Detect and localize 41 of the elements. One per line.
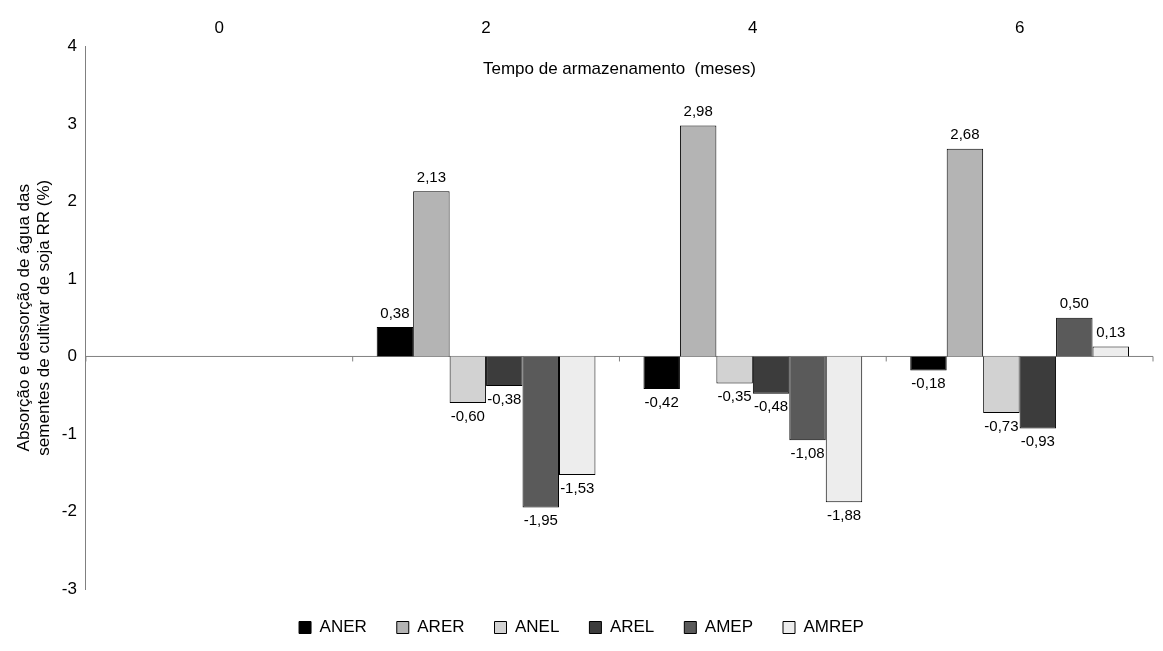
data-label: -0,42	[644, 392, 679, 410]
x-tick-label: 2	[481, 17, 491, 37]
y-axis-title: Absorção e dessorção de água das sementes de cultivar de soja RR (%)	[13, 179, 54, 456]
data-label: -1,08	[790, 443, 825, 461]
data-label: -1,53	[560, 478, 595, 496]
y-tick-label: 4	[67, 36, 77, 56]
x-tick-label: 0	[214, 17, 225, 37]
legend-label: AMREP	[803, 617, 864, 637]
legend-label: AREL	[609, 617, 655, 637]
x-axis-title: Tempo de armazenamento (meses)	[482, 58, 756, 78]
data-label: -0,60	[450, 406, 485, 424]
legend-label: ANER	[319, 617, 367, 637]
data-label: -0,48	[753, 397, 789, 415]
data-label: 0,38	[380, 303, 410, 321]
data-label: -0,18	[911, 374, 946, 392]
legend-label: ANEL	[515, 617, 560, 637]
data-label: -1,95	[523, 511, 558, 529]
data-label: -0,38	[487, 389, 522, 407]
x-tick-label: 6	[1014, 17, 1025, 37]
bar	[376, 327, 414, 357]
bar	[910, 356, 947, 371]
y-tick-label: -1	[61, 423, 77, 443]
data-label: 0,50	[1059, 294, 1089, 312]
y-tick-label: 1	[67, 268, 77, 288]
data-label: 2,13	[416, 167, 446, 185]
y-tick-label: 3	[67, 113, 77, 133]
data-label: -1,88	[826, 505, 862, 523]
data-label: 0,13	[1096, 323, 1126, 341]
y-tick-label: -3	[61, 578, 77, 598]
data-label: 2,98	[683, 102, 713, 120]
data-label: -0,93	[1020, 432, 1055, 450]
legend-label: ARER	[417, 617, 465, 637]
y-tick-label: -2	[61, 501, 77, 521]
y-tick-label: 2	[67, 191, 77, 211]
data-label: -0,73	[984, 416, 1019, 434]
y-tick-label: 0	[67, 346, 77, 366]
data-label: 2,68	[950, 125, 980, 143]
legend-label: AMEP	[704, 617, 754, 637]
x-tick-label: 4	[748, 17, 758, 37]
data-label: -0,35	[717, 387, 752, 405]
bar	[643, 356, 680, 390]
